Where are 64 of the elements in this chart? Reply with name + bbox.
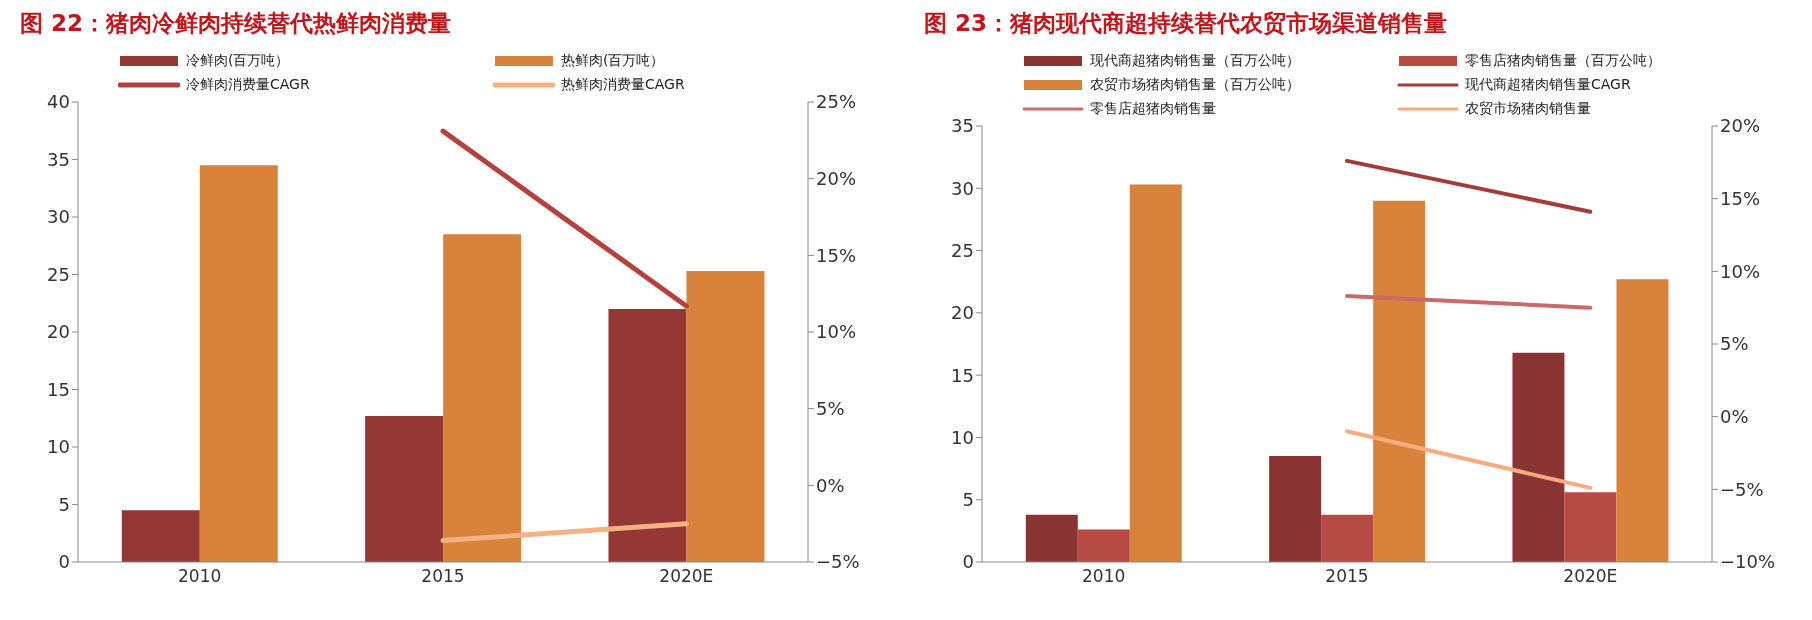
chart-title: 图 22：猪肉冷鲜肉持续替代热鲜肉消费量 [19, 9, 452, 38]
bar [1025, 514, 1078, 562]
bar [686, 271, 765, 562]
bar [1077, 529, 1130, 562]
bar [1616, 279, 1669, 562]
y2-tick-label: 15% [816, 244, 857, 266]
x-tick-label: 2020E [1563, 566, 1618, 587]
y2-tick-label: 25% [816, 91, 857, 113]
legend-label: 现代商超猪肉销售量（百万公吨） [1090, 52, 1300, 70]
y2-tick-label: 20% [816, 168, 857, 190]
bar [365, 415, 444, 562]
legend-label: 热鲜肉(百万吨） [561, 52, 665, 70]
y-tick-label: 30 [951, 177, 974, 199]
x-tick-label: 2010 [178, 566, 222, 587]
y-tick-label: 35 [47, 148, 70, 170]
y-tick-label: 15 [951, 364, 974, 386]
y2-tick-label: 5% [816, 398, 845, 420]
y-tick-label: 35 [951, 115, 974, 137]
bar [1564, 492, 1617, 562]
y-tick-label: 15 [47, 378, 70, 400]
legend-label: 零售店超猪肉销售量 [1090, 100, 1216, 118]
bar [1129, 184, 1182, 562]
legend-label: 冷鲜肉消费量CAGR [186, 76, 310, 94]
bar [1512, 352, 1565, 562]
y-tick-label: 30 [47, 206, 70, 228]
legend-label: 现代商超猪肉销售量CAGR [1465, 76, 1631, 94]
y-tick-label: 10 [951, 426, 974, 448]
y2-tick-label: 20% [1720, 115, 1761, 137]
bar [121, 510, 200, 562]
y-tick-label: 5 [962, 489, 974, 511]
chart-title: 图 23：猪肉现代商超持续替代农贸市场渠道销售量 [923, 9, 1448, 38]
y-tick-label: 10 [47, 436, 70, 458]
legend-label: 零售店猪肉销售量（百万公吨） [1465, 52, 1661, 70]
bar [443, 234, 522, 562]
y-tick-label: 5 [58, 493, 70, 515]
y-tick-label: 0 [962, 551, 974, 573]
y-tick-label: 25 [47, 263, 70, 285]
y2-tick-label: −10% [1720, 551, 1776, 573]
x-tick-label: 2020E [659, 566, 714, 587]
y-tick-label: 0 [58, 551, 70, 573]
y-tick-label: 20 [47, 321, 70, 343]
legend-label: 冷鲜肉(百万吨） [186, 52, 290, 70]
bar [199, 165, 278, 562]
x-tick-label: 2015 [421, 566, 465, 587]
y-tick-label: 25 [951, 239, 974, 261]
legend-label: 农贸市场猪肉销售量 [1465, 100, 1591, 118]
y2-tick-label: 0% [816, 474, 845, 496]
y2-tick-label: 10% [1720, 260, 1761, 282]
x-tick-label: 2015 [1325, 566, 1369, 587]
y2-tick-label: 5% [1720, 333, 1749, 355]
legend-label: 热鲜肉消费量CAGR [561, 76, 685, 94]
y2-tick-label: 0% [1720, 406, 1749, 428]
bar [1373, 200, 1426, 562]
y2-tick-label: −5% [816, 551, 860, 573]
y-tick-label: 40 [47, 91, 70, 113]
y2-tick-label: 10% [816, 321, 857, 343]
legend-label: 农贸市场猪肉销售量（百万公吨） [1090, 76, 1300, 94]
bar [1321, 514, 1374, 562]
x-tick-label: 2010 [1082, 566, 1126, 587]
y2-tick-label: 15% [1720, 188, 1761, 210]
bar [1269, 456, 1322, 562]
bar [608, 309, 687, 562]
y-tick-label: 20 [951, 302, 974, 324]
y2-tick-label: −5% [1720, 478, 1764, 500]
